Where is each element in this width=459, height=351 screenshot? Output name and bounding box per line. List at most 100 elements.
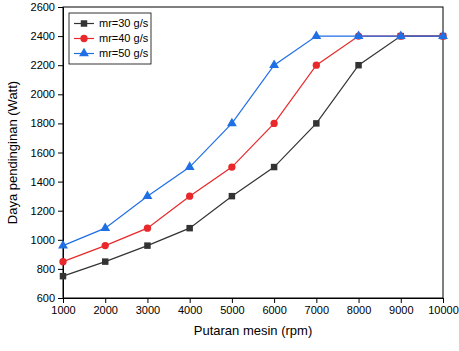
x-tick-mark (359, 298, 360, 303)
legend-label: mr=40 g/s (99, 32, 149, 44)
x-tick: 3000 (136, 298, 160, 316)
y-tick: 1000 (31, 234, 63, 246)
x-tick: 10000 (428, 298, 459, 316)
y-tick: 600 (37, 292, 63, 304)
marker (271, 164, 277, 170)
x-tick: 5000 (220, 298, 244, 316)
y-tick-label: 2000 (31, 88, 55, 100)
legend: mr=30 g/s mr=40 g/s mr=50 g/s (69, 13, 151, 64)
legend-marker (80, 35, 87, 42)
marker (355, 62, 361, 68)
y-tick: 1600 (31, 147, 63, 159)
y-tick: 2600 (31, 1, 63, 13)
marker (227, 118, 237, 127)
marker (58, 240, 68, 249)
marker (144, 242, 150, 248)
y-tick-mark (58, 123, 63, 124)
y-tick-label: 1800 (31, 117, 55, 129)
y-tick-label: 1000 (31, 234, 55, 246)
x-axis-title: Putaran mesin (rpm) (194, 323, 312, 338)
y-tick: 1200 (31, 205, 63, 217)
x-axis: 1000 2000 3000 4000 5000 6000 7000 8000 9000 1000… (51, 298, 459, 316)
y-tick-label: 2200 (31, 59, 55, 71)
y-tick-mark (58, 153, 63, 154)
x-tick: 4000 (178, 298, 202, 316)
y-tick-mark (58, 211, 63, 212)
y-axis: 600 800 1000 1200 1400 1600 1800 2000 2200 2400 26… (31, 1, 64, 304)
legend-label: mr=50 g/s (99, 47, 149, 59)
marker (186, 225, 192, 231)
y-tick-mark (58, 36, 63, 37)
x-tick-label: 9000 (389, 304, 413, 316)
x-tick: 9000 (389, 298, 413, 316)
chart: 1000 2000 3000 4000 5000 6000 7000 8000 9000 1000… (0, 0, 459, 351)
marker (313, 62, 320, 69)
legend-item: mr=50 g/s (74, 47, 149, 59)
y-tick-mark (58, 94, 63, 95)
marker (354, 30, 364, 39)
x-tick: 6000 (262, 298, 286, 316)
y-tick-label: 2400 (31, 30, 55, 42)
marker (269, 60, 279, 69)
x-tick-label: 6000 (262, 304, 286, 316)
x-tick-mark (316, 298, 317, 303)
y-tick: 800 (37, 263, 63, 275)
x-tick: 2000 (93, 298, 117, 316)
x-tick-mark (274, 298, 275, 303)
marker (396, 30, 406, 39)
marker (100, 222, 110, 231)
series-line (63, 36, 443, 276)
marker (185, 161, 195, 170)
x-tick-label: 3000 (136, 304, 160, 316)
legend-marker (79, 48, 89, 57)
legend-box (69, 13, 151, 64)
y-tick-mark (58, 298, 63, 299)
series-line (63, 36, 443, 246)
marker (228, 163, 235, 170)
legend-item: mr=30 g/s (74, 17, 149, 29)
x-tick-label: 7000 (305, 304, 329, 316)
x-tick-label: 2000 (93, 304, 117, 316)
marker (186, 192, 193, 199)
y-axis-line (58, 8, 64, 299)
plot-frame (63, 7, 443, 298)
x-tick-mark (105, 298, 106, 303)
y-tick-label: 1600 (31, 147, 55, 159)
y-axis-title: Daya pendinginan (Watt) (5, 81, 20, 224)
marker (144, 225, 151, 232)
x-tick: 8000 (347, 298, 371, 316)
y-tick-label: 1400 (31, 176, 55, 188)
marker (60, 273, 66, 279)
y-tick-label: 2600 (31, 1, 55, 13)
plot: 1000 2000 3000 4000 5000 6000 7000 8000 9000 1000… (31, 1, 459, 316)
x-tick-label: 10000 (428, 304, 459, 316)
y-tick-mark (58, 182, 63, 183)
series-group (58, 30, 448, 279)
legend-label: mr=30 g/s (99, 17, 149, 29)
marker (59, 258, 66, 265)
x-tick-label: 4000 (178, 304, 202, 316)
x-tick-mark (401, 298, 402, 303)
x-tick-mark (147, 298, 148, 303)
y-tick-label: 600 (37, 292, 55, 304)
x-axis-line (64, 299, 444, 304)
marker (143, 190, 153, 199)
y-tick-label: 800 (37, 263, 55, 275)
x-tick-label: 8000 (347, 304, 371, 316)
y-tick: 2200 (31, 59, 63, 71)
series-line (63, 36, 443, 262)
legend-marker (81, 20, 87, 26)
marker (270, 120, 277, 127)
x-tick-mark (190, 298, 191, 303)
y-tick: 2400 (31, 30, 63, 42)
y-tick-label: 1200 (31, 205, 55, 217)
x-tick-label: 5000 (220, 304, 244, 316)
legend-item: mr=40 g/s (74, 32, 149, 44)
x-tick-label: 1000 (51, 304, 75, 316)
y-tick-mark (58, 269, 63, 270)
y-tick: 2000 (31, 88, 63, 100)
marker (438, 30, 448, 39)
marker (311, 30, 321, 39)
y-tick-mark (58, 65, 63, 66)
x-tick-mark (232, 298, 233, 303)
